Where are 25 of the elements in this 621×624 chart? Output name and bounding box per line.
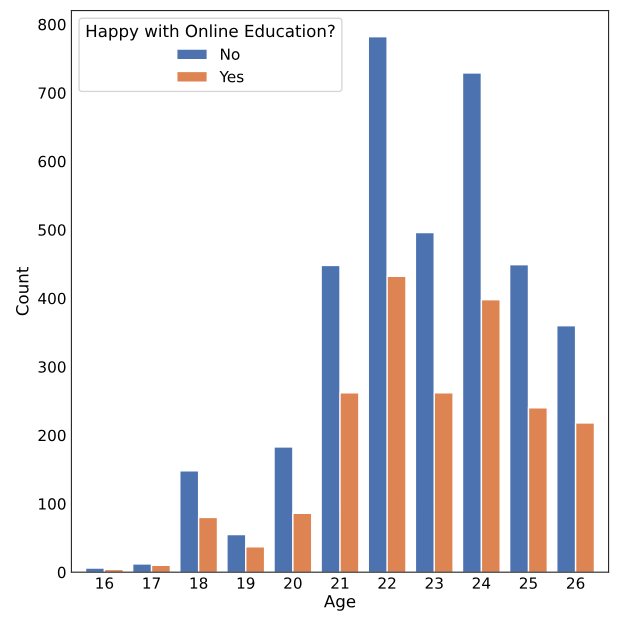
- y-tick-label: 700: [38, 87, 66, 99]
- x-tick-label: 23: [426, 577, 443, 589]
- y-axis-title: Count: [16, 267, 29, 316]
- legend-title: Happy with Online Education?: [86, 24, 335, 40]
- y-tick-label: 300: [38, 361, 66, 373]
- y-tick-label: 200: [38, 430, 66, 442]
- x-tick-label: 26: [566, 577, 584, 589]
- x-axis-title: Age: [324, 595, 356, 611]
- y-tick-label: 800: [38, 18, 66, 30]
- y-tick-label: 0: [58, 566, 66, 578]
- x-tick-label: 17: [143, 578, 160, 589]
- y-tick-label: 100: [39, 498, 66, 510]
- x-tick-label: 16: [96, 577, 114, 589]
- x-tick-label: 21: [331, 577, 348, 589]
- x-tick-label: 20: [284, 577, 302, 589]
- y-tick-label: 600: [38, 156, 66, 168]
- x-tick-label: 22: [378, 577, 396, 589]
- legend-label: No: [221, 48, 240, 60]
- y-tick-label: 500: [38, 224, 66, 236]
- x-tick-label: 25: [520, 577, 537, 589]
- y-tick-label: 400: [38, 292, 66, 304]
- legend-label: Yes: [219, 71, 244, 82]
- x-tick-label: 19: [238, 577, 254, 589]
- x-tick-label: 24: [472, 577, 490, 589]
- x-tick-label: 18: [190, 577, 208, 589]
